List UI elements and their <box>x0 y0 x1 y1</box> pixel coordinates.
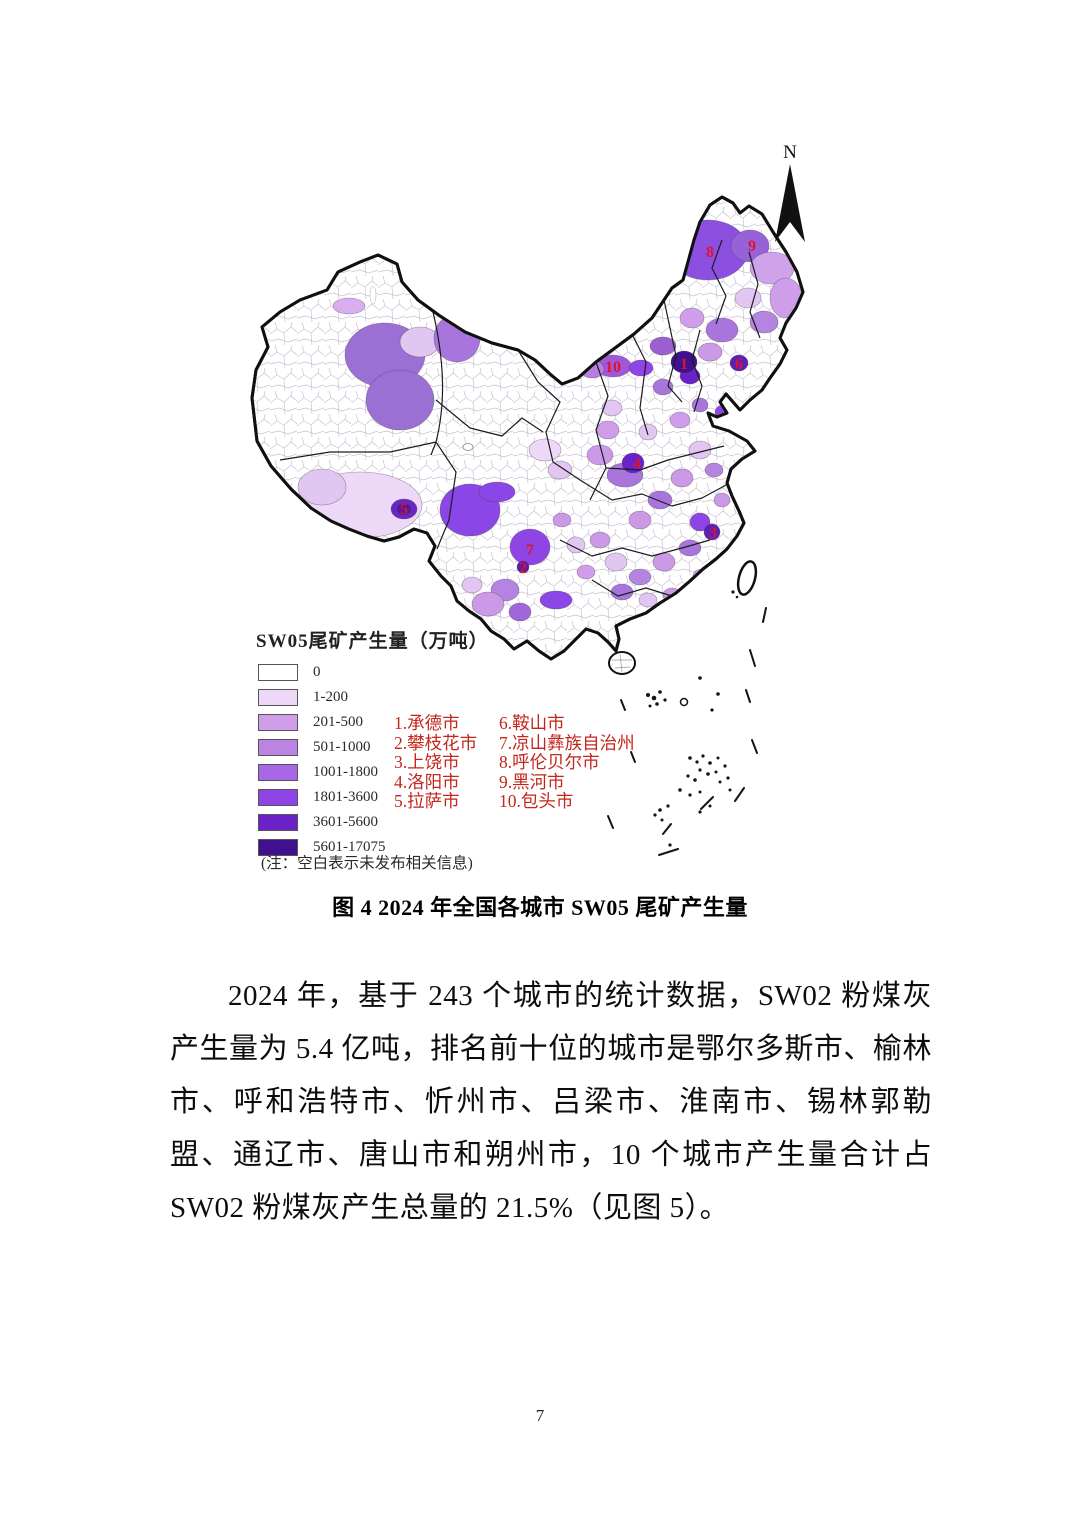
legend-label: 1001-1800 <box>313 764 378 780</box>
legend-title: SW05尾矿产生量（万吨） <box>256 631 489 652</box>
map-legend: 0 1-200 201-500 501-1000 1001-1800 1801-… <box>258 660 386 860</box>
figure-map-block: N 1 2 3 4 5 6 7 8 9 10 SW05尾矿产生量（万吨） 0 1… <box>250 142 805 920</box>
legend-label: 1-200 <box>313 689 348 705</box>
legend-row: 1001-1800 <box>258 760 386 785</box>
legend-label: 1801-3600 <box>313 789 378 805</box>
legend-label: 501-1000 <box>313 739 371 755</box>
city-list-item: 10.包头市 <box>499 791 574 811</box>
legend-row: 1801-3600 <box>258 785 386 810</box>
taiwan-island <box>736 560 758 596</box>
city-list-item: 9.黑河市 <box>499 771 565 792</box>
legend-label: 0 <box>313 664 321 680</box>
north-label: N <box>783 142 797 163</box>
page-number: 7 <box>535 1406 545 1425</box>
city-list-item: 2.攀枝花市 <box>394 732 478 753</box>
legend-label: 201-500 <box>313 714 363 730</box>
county-boundary-mesh <box>252 197 803 659</box>
island-dots <box>646 590 739 847</box>
legend-swatch <box>258 664 298 681</box>
legend-row: 501-1000 <box>258 735 386 760</box>
map-marker-3: 3 <box>709 525 717 542</box>
china-choropleth-map: N 1 2 3 4 5 6 7 8 9 10 <box>250 142 805 856</box>
legend-label: 5601-17075 <box>313 839 386 855</box>
legend-row: 3601-5600 <box>258 810 386 835</box>
city-list-item: 7.凉山彝族自治州 <box>499 732 635 753</box>
map-marker-10: 10 <box>605 359 621 376</box>
legend-swatch <box>258 839 298 856</box>
city-list-item: 4.洛阳市 <box>394 771 460 792</box>
map-marker-1: 1 <box>680 356 688 373</box>
map-marker-2: 2 <box>519 560 527 577</box>
legend-swatch <box>258 789 298 806</box>
city-list-item: 5.拉萨市 <box>394 791 460 811</box>
legend-swatch <box>258 739 298 756</box>
figure-caption: 图 4 2024 年全国各城市 SW05 尾矿产生量 <box>332 895 748 920</box>
map-marker-7: 7 <box>526 542 534 559</box>
city-list-item: 1.承德市 <box>394 713 460 733</box>
top-cities-list-left: 1.承德市 2.攀枝花市 3.上饶市 4.洛阳市 5.拉萨市 <box>394 713 478 812</box>
legend-row: 5601-17075 <box>258 835 386 860</box>
map-marker-8: 8 <box>706 244 714 261</box>
legend-swatch <box>258 689 298 706</box>
legend-row: 201-500 <box>258 710 386 735</box>
legend-label: 3601-5600 <box>313 814 378 830</box>
province-borders <box>279 239 761 597</box>
rank-markers: 1 2 3 4 5 6 7 8 9 10 <box>400 238 756 577</box>
legend-row: 0 <box>258 660 386 685</box>
map-marker-5: 5 <box>400 501 408 518</box>
top-cities-list-right: 6.鞍山市 7.凉山彝族自治州 8.呼伦贝尔市 9.黑河市 10.包头市 <box>499 713 635 812</box>
sea-boundary-dashes <box>607 607 767 856</box>
dongsha-island <box>679 697 689 707</box>
legend-row: 1-200 <box>258 685 386 710</box>
map-marker-4: 4 <box>633 455 641 472</box>
city-list-item: 3.上饶市 <box>394 752 460 772</box>
map-marker-6: 6 <box>735 356 743 373</box>
legend-swatch <box>258 714 298 731</box>
hainan-island <box>608 651 636 675</box>
map-marker-9: 9 <box>748 238 756 255</box>
body-paragraph: 2024 年，基于 243 个城市的统计数据，SW02 粉煤灰产生量为 5.4 … <box>170 980 932 1224</box>
city-list-item: 8.呼伦贝尔市 <box>499 752 600 772</box>
legend-swatch <box>258 764 298 781</box>
qinghai-lake <box>462 443 474 451</box>
legend-swatch <box>258 814 298 831</box>
north-arrow-icon: N <box>775 142 805 242</box>
city-list-item: 6.鞍山市 <box>499 713 565 733</box>
map-note: (注：空白表示未发布相关信息) <box>261 855 473 872</box>
